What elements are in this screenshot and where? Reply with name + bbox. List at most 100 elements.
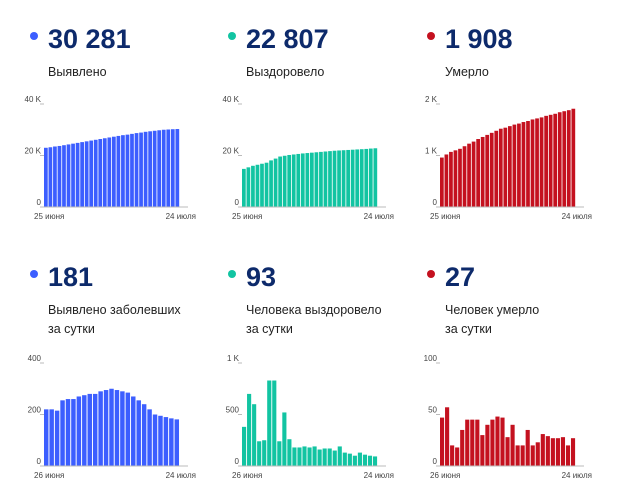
caption-line-2: за сутки <box>246 322 293 336</box>
bar <box>98 139 103 207</box>
bar <box>347 453 352 466</box>
y-tick-label: 0 <box>37 457 42 466</box>
bar <box>341 150 346 207</box>
bar <box>112 136 116 207</box>
bar <box>362 454 368 466</box>
bar <box>152 130 157 207</box>
y-tick-label: 100 <box>424 354 438 363</box>
bar <box>332 450 337 466</box>
bar <box>445 407 450 466</box>
bar <box>44 147 48 207</box>
daily-detected-value: 181 <box>48 262 94 292</box>
caption-line-1: Человека выздоровело <box>246 303 382 317</box>
dot-icon <box>228 270 236 278</box>
bar <box>300 153 305 207</box>
daily-recovered-value: 93 <box>246 262 277 292</box>
bar <box>495 416 500 466</box>
bar <box>471 141 476 207</box>
chart-total-recovered: 0 20 K 40 K 25 июня 24 июля <box>223 95 394 221</box>
bar <box>255 164 260 207</box>
bar <box>327 448 332 466</box>
bar <box>87 393 92 466</box>
x-end-label: 24 июля <box>562 212 592 221</box>
y-tick-label: 1 K <box>425 147 438 156</box>
x-end-label: 24 июля <box>166 471 196 480</box>
bar <box>287 439 292 466</box>
bar <box>350 149 355 207</box>
bar <box>337 150 341 207</box>
bar <box>323 151 328 207</box>
bar <box>136 400 141 466</box>
bar <box>71 399 76 466</box>
bar <box>75 142 80 207</box>
bar <box>440 417 445 466</box>
bar <box>65 399 71 466</box>
bar <box>359 149 364 207</box>
bar <box>460 429 465 466</box>
bar <box>84 141 89 207</box>
y-tick-label: 40 K <box>223 95 240 104</box>
caption: Выявлено <box>48 65 107 79</box>
bar <box>560 437 566 466</box>
bar <box>260 163 264 207</box>
dot-icon <box>228 32 236 40</box>
bar <box>485 424 490 466</box>
bar <box>157 130 162 207</box>
bar <box>89 140 94 207</box>
bar <box>139 132 143 207</box>
bar <box>328 151 332 207</box>
bar <box>143 131 148 207</box>
bar <box>125 392 131 466</box>
bar <box>510 424 515 466</box>
caption-line-1: Человек умерло <box>445 303 540 317</box>
bar <box>455 447 460 466</box>
bar <box>530 119 535 207</box>
bar <box>297 447 302 466</box>
bar <box>494 130 499 207</box>
bar <box>174 419 180 466</box>
bar <box>490 419 495 466</box>
bar <box>92 393 98 466</box>
caption-line-1: Выявлено заболевших <box>48 303 181 317</box>
total-deaths-value: 1 908 <box>445 24 513 54</box>
bar <box>312 446 317 466</box>
bar <box>302 446 307 466</box>
bar <box>48 147 53 207</box>
chart-daily-detected: 0 200 400 26 июня 24 июля <box>28 354 196 480</box>
bar <box>498 128 503 207</box>
bar <box>555 438 560 466</box>
bar <box>134 133 139 207</box>
bar <box>257 441 262 466</box>
bar <box>272 380 277 466</box>
y-tick-label: 0 <box>37 198 42 207</box>
total-recovered-value: 22 807 <box>246 24 329 54</box>
bar <box>548 114 553 207</box>
x-start-label: 26 июня <box>430 471 460 480</box>
y-tick-label: 0 <box>235 198 240 207</box>
bar <box>520 445 525 466</box>
bar <box>170 129 175 207</box>
bar <box>305 153 310 207</box>
bar <box>107 137 112 207</box>
bar <box>82 395 87 466</box>
bar <box>262 440 267 466</box>
y-tick-label: 2 K <box>425 95 438 104</box>
bar <box>480 435 485 466</box>
panel-daily-deaths: 27 Человек умерло за сутки <box>427 260 617 336</box>
bar <box>66 144 71 207</box>
bar <box>109 388 114 466</box>
bar <box>310 152 314 207</box>
bar <box>364 148 369 207</box>
panel-daily-detected: 181 Выявлено заболевших за сутки <box>30 260 220 336</box>
bar <box>264 162 269 207</box>
bar <box>440 157 444 207</box>
panel-recovered: 22 807 Выздоровело <box>228 22 418 79</box>
bar <box>458 148 462 207</box>
y-tick-label: 0 <box>433 198 438 207</box>
y-tick-label: 500 <box>226 406 240 415</box>
bar <box>287 154 292 207</box>
bar <box>508 126 512 207</box>
bar <box>242 426 247 466</box>
x-start-label: 25 июня <box>232 212 262 221</box>
bar <box>114 390 120 466</box>
